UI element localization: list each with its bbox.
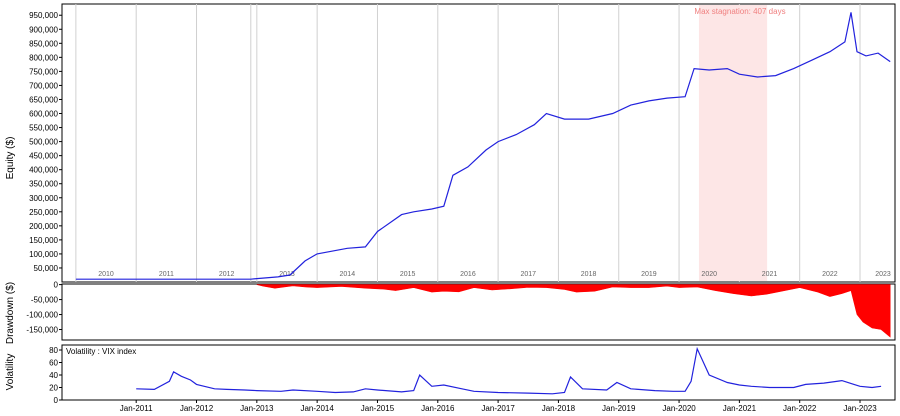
drawdown-y-tick-label: -50,000: [31, 296, 59, 305]
equity-y-tick-label: 700,000: [29, 81, 58, 90]
volatility-series: [136, 346, 882, 395]
year-label: 2019: [641, 271, 657, 278]
x-tick-label: Jan-2020: [662, 404, 696, 413]
equity-y-tick-label: 650,000: [29, 95, 58, 104]
equity-y-tick-label: 900,000: [29, 25, 58, 34]
equity-y-tick-label: 100,000: [29, 250, 58, 259]
volatility-y-tick-label: 0: [54, 396, 59, 405]
drawdown-y-label: Drawdown ($): [5, 282, 16, 344]
equity-y-tick-label: 300,000: [29, 194, 58, 203]
x-tick-label: Jan-2021: [723, 404, 757, 413]
equity-y-tick-label: 150,000: [29, 236, 58, 245]
x-tick-label: Jan-2018: [542, 404, 576, 413]
year-label: 2021: [762, 271, 778, 278]
equity-y-label: Equity ($): [5, 137, 16, 180]
equity-y-tick-label: 550,000: [29, 124, 58, 133]
equity-y-tick-label: 600,000: [29, 110, 58, 119]
year-label: 2010: [98, 271, 114, 278]
equity-y-tick-label: 750,000: [29, 67, 58, 76]
volatility-y-tick-label: 80: [49, 346, 58, 355]
volatility-panel-frame: [61, 344, 896, 401]
volatility-y-tick-label: 60: [49, 359, 58, 368]
equity-y-tick-label: 50,000: [34, 264, 59, 273]
drawdown-series: [256, 284, 891, 338]
equity-line: [75, 12, 891, 280]
equity-gridlines: [75, 4, 861, 282]
x-tick-label: Jan-2017: [481, 404, 515, 413]
equity-year-labels: 2010 2011 2012 2013 2014 2015 2016 2017 2018 2019…: [98, 271, 891, 278]
x-tick-label: Jan-2015: [361, 404, 395, 413]
drawdown-y-tick-label: -150,000: [26, 326, 58, 335]
year-label: 2022: [822, 271, 838, 278]
x-tick-label: Jan-2016: [421, 404, 455, 413]
volatility-y-tick-label: 20: [49, 384, 58, 393]
drawdown-y-axis: 0 -50,000 -100,000 -150,000: [26, 281, 62, 335]
x-tick-label: Jan-2012: [180, 404, 214, 413]
x-tick-label: Jan-2013: [240, 404, 274, 413]
x-tick-label: Jan-2023: [843, 404, 877, 413]
x-tick-label: Jan-2022: [783, 404, 817, 413]
year-label: 2017: [520, 271, 536, 278]
equity-y-tick-label: 800,000: [29, 53, 58, 62]
year-label: 2020: [701, 271, 717, 278]
equity-series: [75, 12, 891, 280]
equity-y-axis: 50,000 100,000 150,000 200,000 250,000 300,00…: [29, 11, 62, 273]
equity-y-tick-label: 400,000: [29, 166, 58, 175]
equity-y-tick-label: 950,000: [29, 11, 58, 20]
drawdown-y-tick-label: 0: [54, 281, 59, 290]
year-label: 2016: [460, 271, 476, 278]
volatility-y-axis: 0 20 40 60 80: [49, 346, 62, 405]
year-label: 2014: [340, 271, 356, 278]
year-label: 2023: [875, 271, 891, 278]
x-tick-label: Jan-2011: [120, 404, 153, 413]
volatility-line: [136, 346, 882, 395]
x-tick-label: Jan-2019: [602, 404, 636, 413]
drawdown-y-tick-label: -100,000: [26, 311, 58, 320]
volatility-y-tick-label: 40: [49, 371, 58, 380]
volatility-legend: Volatility : VIX index: [66, 347, 136, 356]
equity-y-tick-label: 250,000: [29, 208, 58, 217]
year-label: 2012: [219, 271, 235, 278]
year-label: 2018: [581, 271, 597, 278]
equity-y-tick-label: 350,000: [29, 180, 58, 189]
stagnation-annotation: Max stagnation: 407 days: [694, 7, 785, 16]
year-label: 2015: [400, 271, 416, 278]
stagnation-band: [698, 5, 768, 281]
x-tick-label: Jan-2014: [300, 404, 334, 413]
drawdown-area: [256, 284, 891, 338]
max-stagnation-region: [698, 5, 768, 281]
equity-panel-frame: [61, 3, 896, 283]
year-label: 2013: [279, 271, 295, 278]
equity-y-tick-label: 850,000: [29, 39, 58, 48]
year-label: 2011: [159, 271, 174, 278]
equity-y-tick-label: 500,000: [29, 138, 58, 147]
volatility-y-label: Volatility: [5, 354, 16, 391]
date-x-axis: Jan-2011 Jan-2012 Jan-2013 Jan-2014 Jan-2015…: [120, 400, 877, 413]
equity-y-tick-label: 200,000: [29, 222, 58, 231]
equity-y-tick-label: 450,000: [29, 152, 58, 161]
